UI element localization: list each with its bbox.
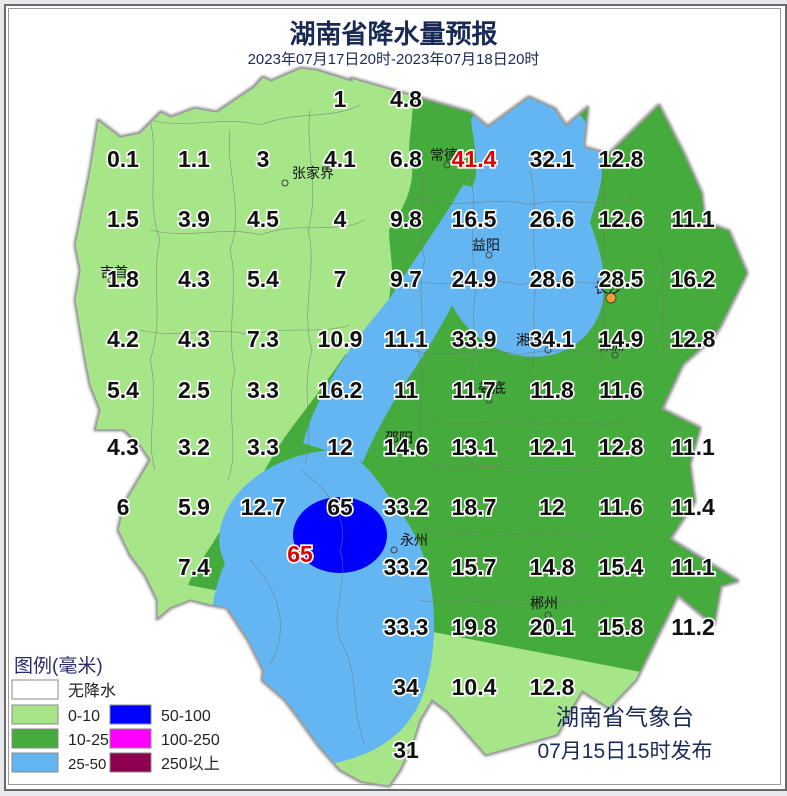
svg-text:12.8: 12.8 [530,674,575,700]
svg-text:湖南省气象台: 湖南省气象台 [556,704,694,730]
svg-text:5.4: 5.4 [107,377,139,403]
svg-text:18.7: 18.7 [452,494,497,520]
svg-text:100-250: 100-250 [161,732,220,749]
svg-text:0-10: 0-10 [68,708,100,725]
svg-text:4.5: 4.5 [247,206,279,232]
svg-text:1: 1 [334,86,347,112]
svg-text:3.9: 3.9 [178,206,210,232]
svg-text:16.2: 16.2 [671,266,716,292]
svg-text:4.8: 4.8 [390,86,422,112]
svg-text:7.3: 7.3 [247,326,279,352]
svg-text:11: 11 [394,377,419,403]
svg-text:1.8: 1.8 [107,266,139,292]
svg-text:31: 31 [393,737,419,763]
svg-text:65: 65 [287,541,313,567]
svg-text:12.7: 12.7 [241,494,286,520]
svg-text:9.8: 9.8 [390,206,422,232]
svg-text:永州: 永州 [400,532,428,548]
svg-text:11.1: 11.1 [671,206,715,232]
svg-text:11.8: 11.8 [530,377,574,403]
svg-text:10.4: 10.4 [452,674,497,700]
svg-text:33.3: 33.3 [384,614,429,640]
svg-text:12.8: 12.8 [599,146,644,172]
svg-text:7: 7 [334,266,347,292]
svg-text:3.3: 3.3 [247,434,279,460]
svg-text:11.2: 11.2 [671,614,715,640]
svg-text:11.1: 11.1 [384,326,428,352]
svg-text:1.1: 1.1 [178,146,210,172]
svg-text:10.9: 10.9 [318,326,363,352]
svg-text:19.8: 19.8 [452,614,497,640]
svg-text:34: 34 [393,674,419,700]
svg-text:9.7: 9.7 [390,266,422,292]
svg-text:3.2: 3.2 [178,434,210,460]
svg-text:12: 12 [327,434,353,460]
svg-text:32.1: 32.1 [530,146,575,172]
svg-text:28.6: 28.6 [530,266,575,292]
svg-text:12: 12 [539,494,565,520]
svg-text:6.8: 6.8 [390,146,422,172]
svg-text:34.1: 34.1 [530,326,575,352]
svg-text:33.2: 33.2 [384,494,429,520]
svg-text:15.4: 15.4 [599,554,644,580]
svg-text:12.8: 12.8 [671,326,716,352]
svg-text:4.3: 4.3 [178,326,210,352]
svg-text:11.1: 11.1 [671,434,715,460]
svg-text:24.9: 24.9 [452,266,497,292]
svg-text:11.4: 11.4 [671,494,715,520]
svg-text:50-100: 50-100 [161,708,211,725]
svg-text:15.7: 15.7 [452,554,497,580]
svg-text:14.9: 14.9 [599,326,644,352]
svg-text:16.5: 16.5 [452,206,497,232]
svg-text:11.1: 11.1 [671,554,715,580]
svg-text:11.6: 11.6 [599,377,643,403]
svg-text:16.2: 16.2 [318,377,363,403]
svg-text:2.5: 2.5 [178,377,210,403]
svg-text:5.9: 5.9 [178,494,210,520]
svg-text:28.5: 28.5 [599,266,644,292]
svg-text:7.4: 7.4 [178,554,210,580]
svg-text:0.1: 0.1 [107,146,139,172]
svg-text:4.3: 4.3 [178,266,210,292]
svg-text:41.4: 41.4 [452,146,497,172]
svg-text:25-50: 25-50 [68,756,106,773]
svg-text:12.6: 12.6 [599,206,644,232]
svg-text:14.6: 14.6 [384,434,429,460]
svg-text:33.2: 33.2 [384,554,429,580]
svg-text:4.3: 4.3 [107,434,139,460]
svg-text:图例(毫米): 图例(毫米) [14,655,103,677]
svg-text:250以上: 250以上 [161,755,220,773]
svg-text:4.2: 4.2 [107,326,139,352]
svg-text:1.5: 1.5 [107,206,139,232]
svg-text:5.4: 5.4 [247,266,279,292]
svg-text:3.3: 3.3 [247,377,279,403]
svg-text:20.1: 20.1 [530,614,575,640]
svg-text:07月15日15时发布: 07月15日15时发布 [537,740,712,763]
svg-text:13.1: 13.1 [452,434,497,460]
svg-text:4.1: 4.1 [324,146,356,172]
svg-text:33.9: 33.9 [452,326,497,352]
svg-text:15.8: 15.8 [599,614,644,640]
svg-text:12.8: 12.8 [599,434,644,460]
svg-text:3: 3 [257,146,270,172]
svg-text:10-25: 10-25 [68,732,109,749]
svg-text:益阳: 益阳 [472,237,500,253]
svg-text:4: 4 [334,206,347,232]
svg-text:11.7: 11.7 [452,377,496,403]
svg-text:14.8: 14.8 [530,554,575,580]
svg-text:6: 6 [117,494,130,520]
svg-text:65: 65 [327,494,353,520]
svg-text:11.6: 11.6 [599,494,643,520]
svg-text:郴州: 郴州 [530,595,558,611]
svg-text:12.1: 12.1 [530,434,575,460]
svg-text:无降水: 无降水 [68,682,116,700]
svg-text:26.6: 26.6 [530,206,575,232]
